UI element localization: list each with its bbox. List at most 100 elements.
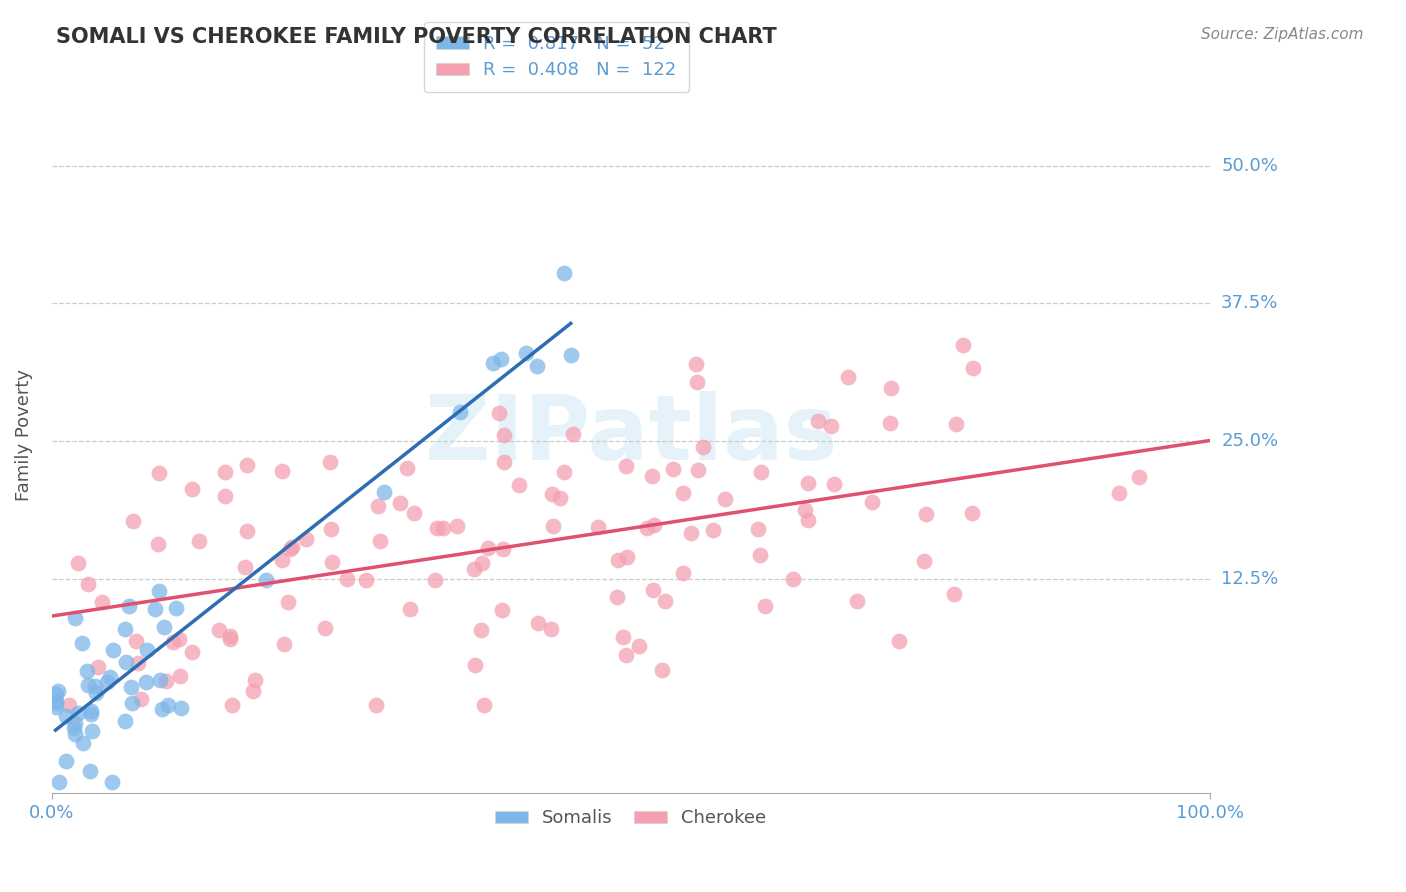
Point bbox=[797, 475, 820, 490]
Point bbox=[368, 533, 391, 548]
Point bbox=[526, 359, 548, 374]
Point bbox=[540, 622, 562, 636]
Point bbox=[686, 375, 709, 389]
Point bbox=[66, 556, 89, 570]
Point bbox=[96, 674, 118, 689]
Point bbox=[688, 463, 710, 477]
Point bbox=[943, 587, 966, 601]
Point bbox=[124, 633, 146, 648]
Point bbox=[662, 462, 685, 476]
Point bbox=[55, 754, 77, 768]
Point bbox=[692, 440, 714, 454]
Text: SOMALI VS CHEROKEE FAMILY POVERTY CORRELATION CHART: SOMALI VS CHEROKEE FAMILY POVERTY CORREL… bbox=[56, 27, 778, 46]
Point bbox=[149, 673, 172, 687]
Point bbox=[471, 556, 494, 570]
Point bbox=[48, 775, 70, 789]
Point bbox=[118, 599, 141, 614]
Point bbox=[395, 460, 418, 475]
Point bbox=[860, 495, 883, 509]
Point bbox=[463, 562, 485, 576]
Point bbox=[271, 464, 294, 478]
Point bbox=[45, 699, 67, 714]
Point bbox=[887, 634, 910, 648]
Point bbox=[491, 352, 513, 367]
Point bbox=[607, 552, 630, 566]
Point bbox=[101, 643, 124, 657]
Point bbox=[641, 582, 664, 597]
Point bbox=[150, 702, 173, 716]
Point bbox=[146, 537, 169, 551]
Point bbox=[432, 521, 454, 535]
Point bbox=[399, 601, 422, 615]
Point bbox=[129, 691, 152, 706]
Point bbox=[685, 357, 707, 371]
Point bbox=[749, 548, 772, 562]
Point bbox=[449, 405, 471, 419]
Point bbox=[83, 679, 105, 693]
Point bbox=[541, 518, 564, 533]
Text: 50.0%: 50.0% bbox=[1222, 157, 1278, 175]
Point bbox=[508, 477, 530, 491]
Point bbox=[80, 707, 103, 722]
Point bbox=[156, 698, 179, 713]
Point bbox=[880, 381, 903, 395]
Point bbox=[84, 686, 107, 700]
Point bbox=[281, 541, 304, 555]
Point bbox=[962, 360, 984, 375]
Point bbox=[48, 684, 70, 698]
Point bbox=[148, 583, 170, 598]
Point bbox=[749, 465, 772, 479]
Point bbox=[845, 593, 868, 607]
Point bbox=[960, 507, 983, 521]
Point bbox=[121, 514, 143, 528]
Point bbox=[612, 630, 634, 644]
Point bbox=[188, 534, 211, 549]
Point bbox=[526, 615, 548, 630]
Point bbox=[233, 560, 256, 574]
Point bbox=[136, 643, 159, 657]
Point bbox=[314, 621, 336, 635]
Point bbox=[218, 629, 240, 643]
Point bbox=[388, 496, 411, 510]
Point bbox=[702, 523, 724, 537]
Point bbox=[153, 620, 176, 634]
Point bbox=[162, 634, 184, 648]
Point bbox=[606, 590, 628, 604]
Point bbox=[336, 572, 359, 586]
Text: 37.5%: 37.5% bbox=[1222, 294, 1278, 312]
Point bbox=[491, 603, 513, 617]
Point bbox=[319, 455, 342, 469]
Point bbox=[221, 698, 243, 713]
Point bbox=[91, 595, 114, 609]
Point bbox=[477, 541, 499, 555]
Text: Source: ZipAtlas.com: Source: ZipAtlas.com bbox=[1201, 27, 1364, 42]
Point bbox=[120, 680, 142, 694]
Point bbox=[277, 595, 299, 609]
Point bbox=[446, 519, 468, 533]
Point bbox=[79, 764, 101, 779]
Point bbox=[167, 632, 190, 647]
Point bbox=[373, 484, 395, 499]
Point bbox=[472, 698, 495, 713]
Point bbox=[76, 678, 98, 692]
Point bbox=[912, 554, 935, 568]
Point bbox=[55, 709, 77, 723]
Point bbox=[114, 622, 136, 636]
Point bbox=[553, 465, 575, 479]
Point bbox=[72, 636, 94, 650]
Point bbox=[837, 369, 859, 384]
Point bbox=[321, 555, 343, 569]
Point bbox=[915, 507, 938, 521]
Point bbox=[494, 455, 516, 469]
Point bbox=[242, 684, 264, 698]
Point bbox=[952, 337, 974, 351]
Point bbox=[614, 648, 637, 662]
Point bbox=[404, 506, 426, 520]
Point bbox=[72, 736, 94, 750]
Text: ZIPatlas: ZIPatlas bbox=[425, 392, 837, 479]
Point bbox=[271, 553, 294, 567]
Point bbox=[672, 485, 695, 500]
Point bbox=[651, 663, 673, 677]
Point bbox=[82, 724, 104, 739]
Point bbox=[636, 520, 658, 534]
